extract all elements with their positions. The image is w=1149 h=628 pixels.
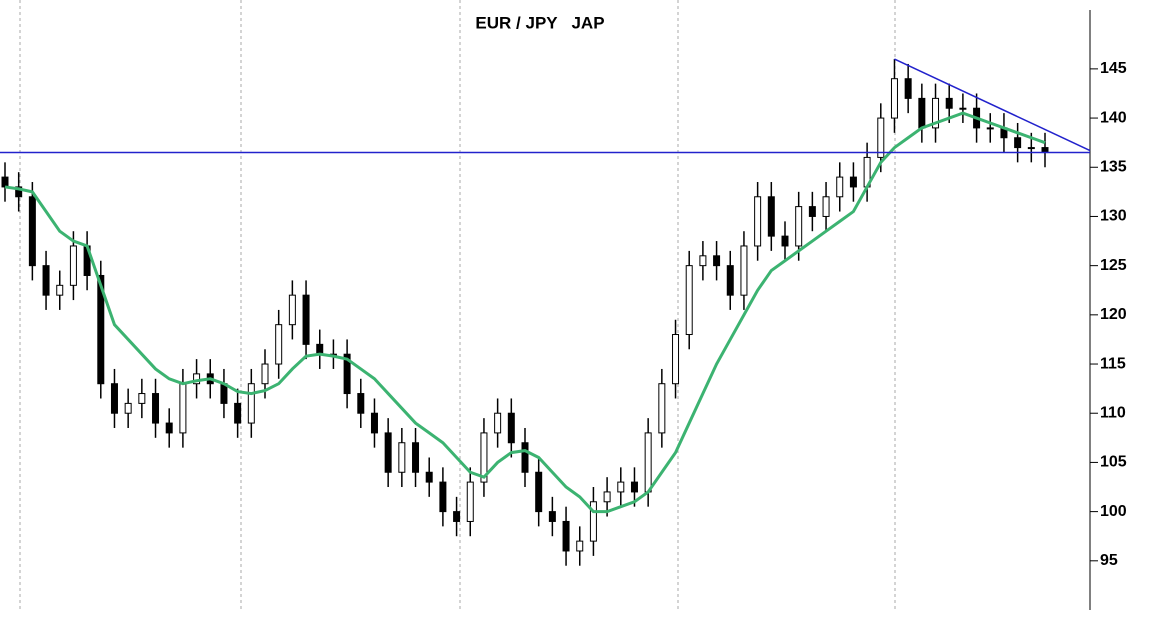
candle-body xyxy=(795,206,803,247)
y-tick-label: 130 xyxy=(1100,208,1127,225)
candle-body xyxy=(822,196,830,217)
candle-body xyxy=(288,294,296,326)
candle-body xyxy=(617,481,625,493)
candle-body xyxy=(28,196,36,267)
y-tick-label: 140 xyxy=(1100,109,1127,126)
candle-body xyxy=(726,265,734,296)
candle-body xyxy=(877,117,885,158)
candle-body xyxy=(890,78,898,119)
candle-body xyxy=(754,196,762,247)
candle-body xyxy=(247,383,255,424)
candle-body xyxy=(1027,147,1035,150)
y-tick-label: 100 xyxy=(1100,503,1127,520)
candle-body xyxy=(685,265,693,336)
candle-body xyxy=(699,255,707,267)
candle-body xyxy=(849,176,857,188)
y-tick-label: 145 xyxy=(1100,60,1127,77)
candle-body xyxy=(110,383,118,414)
candle-body xyxy=(644,432,652,493)
candle-body xyxy=(398,442,406,473)
candle-body xyxy=(548,511,556,522)
candle-body xyxy=(302,294,310,345)
candle-body xyxy=(918,97,926,129)
candle-body xyxy=(193,373,201,385)
candle-body xyxy=(343,353,351,395)
candle-body xyxy=(179,383,187,434)
candle-body xyxy=(630,481,638,493)
candle-body xyxy=(713,255,721,267)
candle-body xyxy=(836,176,844,198)
candle-body xyxy=(97,274,105,385)
chart-title: EUR / JPY JAP xyxy=(475,13,604,32)
candle-body xyxy=(535,471,543,513)
candle-body xyxy=(138,393,146,404)
candle-body xyxy=(370,412,378,434)
candle-body xyxy=(672,334,680,385)
candle-body xyxy=(220,383,228,404)
moving-average xyxy=(4,111,1046,514)
candle-body xyxy=(384,432,392,473)
candle-body xyxy=(932,97,940,129)
candle-body xyxy=(904,78,912,99)
candle-body xyxy=(589,501,597,542)
candle-body xyxy=(781,235,789,247)
candle-body xyxy=(124,402,132,414)
candle-body xyxy=(507,412,515,444)
candle-body xyxy=(453,511,461,522)
candle-body xyxy=(275,324,283,365)
candle-body xyxy=(1014,137,1022,149)
candle-body xyxy=(165,422,173,434)
candle-body xyxy=(959,107,967,110)
y-tick-label: 95 xyxy=(1100,552,1118,569)
candle-body xyxy=(767,196,775,237)
candle-body xyxy=(603,491,611,503)
candle-body xyxy=(439,481,447,513)
candle-body xyxy=(494,412,502,434)
candle-body xyxy=(1,176,9,188)
candle-body xyxy=(466,481,474,522)
y-tick-label: 135 xyxy=(1100,158,1127,175)
candle-body xyxy=(15,186,23,198)
candle-body xyxy=(152,393,160,424)
y-tick-label: 125 xyxy=(1100,257,1127,274)
candle-body xyxy=(234,402,242,424)
resistance-line xyxy=(894,58,1091,152)
candle-body xyxy=(658,383,666,434)
candle-body xyxy=(425,471,433,483)
candle-body xyxy=(945,97,953,109)
candle-body xyxy=(576,540,584,552)
candle-body xyxy=(56,284,64,296)
y-tick-label: 120 xyxy=(1100,306,1127,323)
candle-body xyxy=(740,245,748,296)
candle-body xyxy=(986,127,994,130)
candle-body xyxy=(562,520,570,552)
candle-body xyxy=(69,245,77,286)
y-tick-label: 110 xyxy=(1100,404,1126,421)
y-tick-label: 115 xyxy=(1100,355,1126,372)
candle-body xyxy=(357,393,365,414)
y-tick-label: 105 xyxy=(1100,454,1127,471)
candle-body xyxy=(412,442,420,473)
candle-body xyxy=(521,442,529,473)
candle-body xyxy=(261,363,269,385)
candle-body xyxy=(808,206,816,217)
candle-body xyxy=(480,432,488,483)
candle-body xyxy=(42,265,50,296)
